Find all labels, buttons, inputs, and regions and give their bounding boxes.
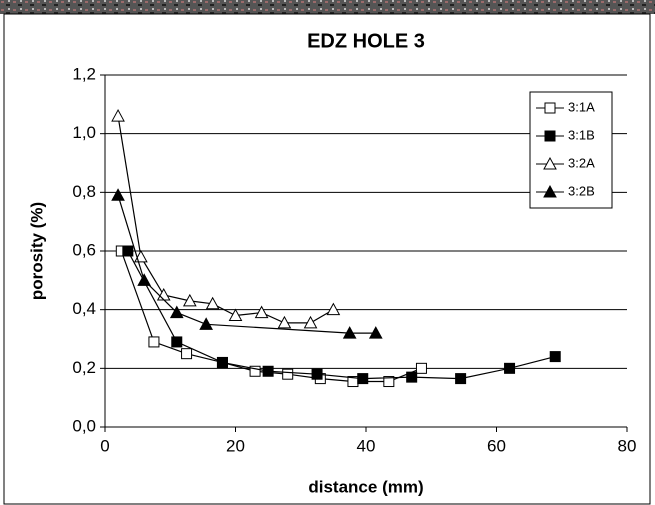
series-line (127, 250, 556, 380)
legend-label: 3:1B (568, 127, 595, 142)
data-point (182, 293, 197, 307)
legend-label: 3:2B (568, 183, 595, 198)
series-line (117, 195, 376, 334)
data-point (137, 273, 151, 286)
x-tick-label: 60 (487, 436, 506, 455)
data-point (171, 336, 183, 348)
legend-label: 3:2A (568, 155, 595, 170)
legend-marker (544, 102, 556, 114)
data-point (326, 302, 341, 316)
data-point (504, 362, 516, 374)
data-point (216, 356, 228, 368)
y-tick-label: 1,2 (72, 64, 96, 83)
data-point (406, 371, 418, 383)
data-point (199, 317, 213, 330)
x-axis-title: distance (mm) (308, 477, 423, 496)
x-tick-label: 40 (357, 436, 376, 455)
x-tick-label: 20 (226, 436, 245, 455)
data-point (549, 351, 561, 363)
data-point (303, 315, 318, 329)
y-axis-title: porosity (%) (27, 202, 46, 300)
y-tick-label: 0,6 (72, 240, 96, 259)
data-point (228, 308, 243, 322)
chart-frame (3, 13, 651, 505)
data-point (383, 376, 395, 388)
y-tick-label: 0,4 (72, 299, 96, 318)
x-tick-label: 80 (618, 436, 637, 455)
data-point (249, 365, 261, 377)
data-point (357, 373, 369, 385)
data-point (254, 305, 269, 319)
data-point (311, 368, 323, 380)
data-point (181, 348, 193, 360)
series-line (117, 115, 334, 324)
y-tick-label: 0,2 (72, 358, 96, 377)
data-point (415, 362, 427, 374)
x-tick-label: 0 (100, 436, 109, 455)
legend-marker (543, 156, 557, 170)
data-point (122, 245, 134, 257)
data-point (111, 109, 125, 122)
data-point (169, 305, 184, 319)
y-tick-label: 1,0 (72, 123, 96, 142)
y-tick-label: 0,8 (72, 182, 96, 201)
data-point (205, 296, 220, 310)
legend-box (529, 91, 613, 209)
data-point (262, 365, 274, 377)
legend-marker (544, 130, 556, 142)
data-point (455, 373, 467, 385)
data-point (282, 368, 294, 380)
data-point (368, 326, 383, 339)
data-point (111, 188, 125, 201)
legend-label: 3:1A (568, 99, 595, 114)
chart-title: EDZ HOLE 3 (307, 30, 425, 52)
data-point (342, 326, 357, 339)
data-point (277, 315, 292, 329)
data-point (148, 336, 160, 348)
header-image (0, 0, 655, 14)
y-tick-label: 0,0 (72, 416, 96, 435)
legend-marker (543, 184, 557, 198)
